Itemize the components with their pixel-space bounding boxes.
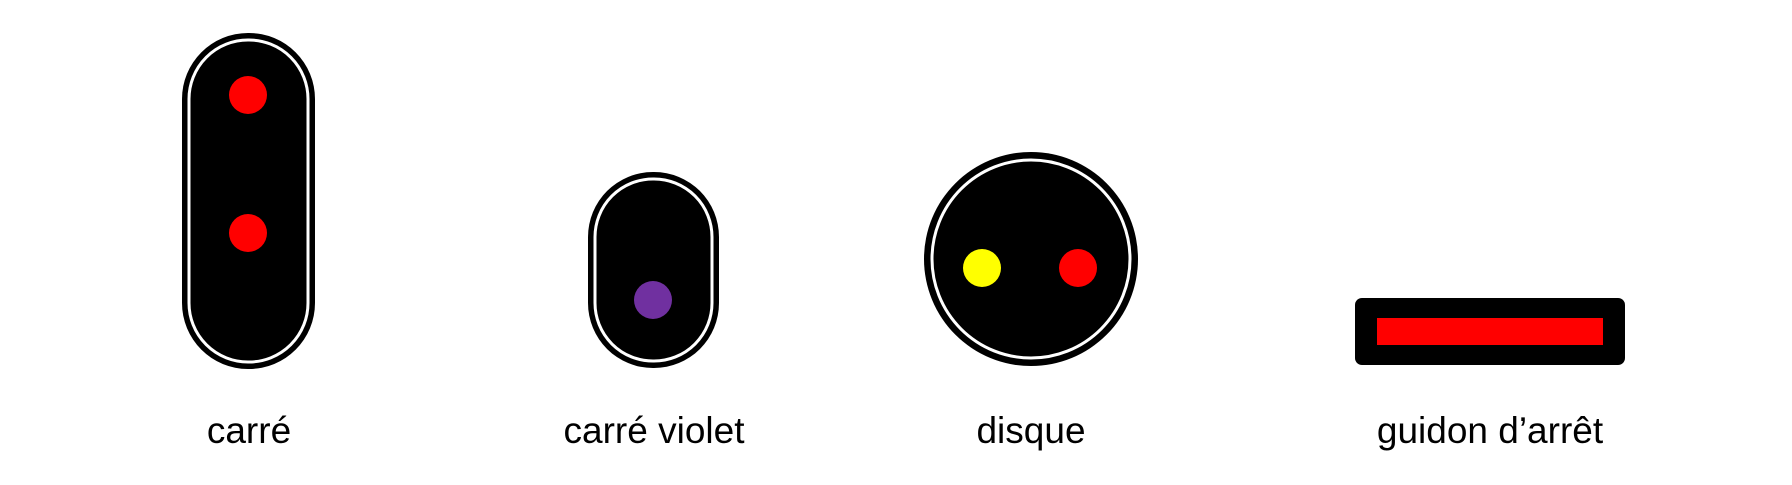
carre-violet-light — [634, 281, 672, 319]
carre-violet-label: carré violet — [563, 410, 745, 451]
disque-panel-outline — [930, 158, 1132, 360]
carre-light-bottom-red — [229, 214, 267, 252]
disque-panel — [924, 152, 1138, 366]
disque-light-yellow — [963, 249, 1001, 287]
carre-violet-panel — [588, 172, 719, 368]
carre-label: carré — [206, 410, 292, 451]
carre-violet-signal — [588, 172, 719, 368]
carre-light-top-red — [229, 76, 267, 114]
disque-label: disque — [976, 410, 1086, 451]
carre-signal — [182, 33, 315, 369]
carre-violet-panel-outline — [593, 177, 714, 363]
guidon-arret-label: guidon d’arrêt — [1376, 410, 1604, 451]
disque-signal — [924, 152, 1138, 366]
disque-light-red — [1059, 249, 1097, 287]
carre-panel-outline — [187, 38, 310, 364]
carre-panel — [182, 33, 315, 369]
guidon-arret-signal — [1355, 298, 1625, 365]
guidon-arret-red-bar — [1377, 318, 1603, 345]
